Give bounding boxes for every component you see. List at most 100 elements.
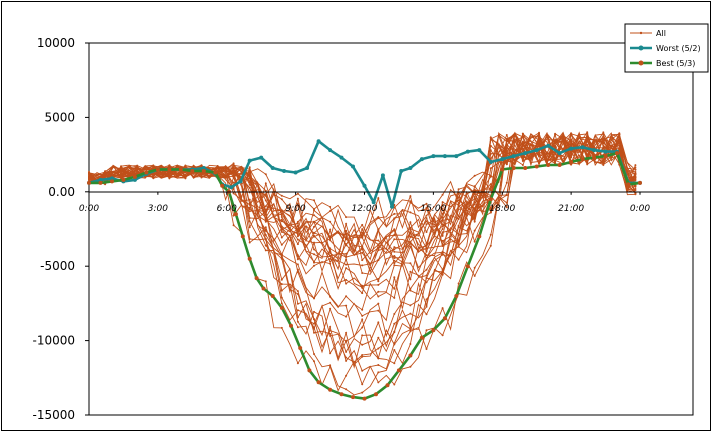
series-point-best bbox=[500, 167, 505, 172]
series-point-worst bbox=[442, 154, 447, 159]
series-point-best bbox=[190, 169, 195, 173]
all-series-point bbox=[361, 246, 364, 249]
all-series-point bbox=[538, 154, 540, 157]
all-series-point bbox=[393, 349, 396, 351]
all-series-point bbox=[441, 273, 444, 276]
all-series-point bbox=[505, 152, 508, 155]
all-series-point bbox=[377, 336, 380, 339]
series-point-best bbox=[213, 170, 218, 175]
all-series-point bbox=[489, 175, 492, 178]
all-series-point bbox=[264, 229, 267, 232]
y-tick-label: -15000 bbox=[32, 408, 75, 422]
series-point-best bbox=[178, 167, 183, 172]
series-point-worst bbox=[201, 166, 206, 170]
all-series-point bbox=[425, 348, 428, 350]
all-series-point bbox=[602, 142, 605, 145]
x-axis-ticks: 0:00 3:00 6:00 9:00 12:00 15:00 18:00 21:00 0:00 bbox=[79, 191, 650, 214]
series-point-worst bbox=[408, 166, 413, 170]
series-point-worst bbox=[132, 177, 137, 182]
all-series-point bbox=[393, 322, 396, 325]
all-series-point bbox=[280, 253, 283, 256]
all-series-point bbox=[361, 259, 364, 262]
all-series-point bbox=[296, 309, 299, 312]
all-series-point bbox=[538, 162, 540, 165]
all-series-point bbox=[345, 282, 348, 285]
all-series-point bbox=[88, 178, 90, 181]
all-series-point bbox=[345, 295, 348, 298]
legend-label-worst: Worst (5/2) bbox=[656, 44, 701, 53]
all-series-point bbox=[329, 228, 332, 231]
all-series-point bbox=[296, 230, 299, 233]
all-series-point bbox=[409, 211, 412, 214]
all-series-point bbox=[329, 364, 332, 367]
all-series-point bbox=[393, 296, 396, 299]
all-series-point bbox=[296, 362, 299, 365]
all-series-point bbox=[586, 132, 589, 135]
all-series-point bbox=[313, 225, 315, 228]
series-point-best bbox=[307, 368, 312, 373]
all-series-point bbox=[634, 187, 637, 190]
all-series-point bbox=[393, 331, 396, 334]
all-series-point bbox=[393, 287, 396, 290]
all-series-point bbox=[425, 274, 428, 277]
all-series-point bbox=[345, 388, 348, 391]
all-series-point bbox=[329, 295, 332, 298]
all-series-point bbox=[441, 225, 444, 228]
all-series-point bbox=[329, 205, 332, 208]
series-point-best bbox=[374, 392, 378, 397]
all-series-point bbox=[489, 144, 492, 147]
all-series-point bbox=[634, 172, 637, 175]
all-series-point bbox=[216, 165, 219, 167]
all-series-point bbox=[264, 238, 267, 241]
all-series-point bbox=[554, 160, 557, 163]
all-series-point bbox=[280, 216, 283, 218]
all-series-point bbox=[441, 334, 444, 337]
all-series-point bbox=[313, 248, 315, 251]
all-series-point bbox=[264, 173, 267, 176]
all-series-point bbox=[441, 193, 444, 196]
all-series-point bbox=[489, 233, 492, 236]
all-series-point bbox=[264, 226, 267, 229]
all-series-point bbox=[329, 325, 332, 328]
all-series-point bbox=[505, 134, 508, 136]
all-series-point bbox=[602, 164, 605, 166]
all-series-point bbox=[345, 267, 348, 270]
all-series-point bbox=[505, 154, 508, 157]
all-series-point bbox=[200, 165, 203, 168]
all-series-point bbox=[361, 354, 364, 356]
all-series-point bbox=[296, 202, 299, 205]
all-series-point bbox=[361, 326, 364, 329]
all-series-point bbox=[457, 215, 460, 218]
all-series-point bbox=[313, 318, 315, 321]
all-series-point bbox=[345, 216, 348, 219]
all-series-point bbox=[538, 160, 540, 163]
all-series-point bbox=[441, 228, 444, 230]
all-series-point bbox=[441, 271, 444, 273]
all-series-point bbox=[361, 383, 364, 386]
all-series-point bbox=[313, 264, 315, 267]
all-series-point bbox=[473, 185, 476, 188]
all-series-point bbox=[232, 171, 235, 174]
all-series-point bbox=[554, 138, 557, 141]
all-series-point bbox=[393, 248, 396, 251]
all-series-point bbox=[280, 296, 283, 299]
all-series-point bbox=[280, 209, 283, 212]
all-series-point bbox=[489, 211, 492, 214]
all-series-point bbox=[329, 301, 332, 304]
all-series-point bbox=[409, 270, 412, 273]
series-point-best bbox=[603, 154, 608, 159]
series-point-best bbox=[279, 305, 284, 310]
all-series-point bbox=[296, 320, 299, 323]
all-series-point bbox=[425, 202, 428, 205]
all-series-point bbox=[425, 298, 428, 301]
all-series-point bbox=[425, 305, 428, 308]
all-series-point bbox=[425, 329, 428, 332]
all-series-point bbox=[313, 232, 315, 235]
all-series-point bbox=[361, 231, 364, 234]
all-series-point bbox=[104, 176, 107, 179]
series-point-worst bbox=[339, 155, 344, 160]
all-series-point bbox=[473, 266, 476, 269]
all-series-point bbox=[554, 158, 557, 161]
y-tick-label: -10000 bbox=[32, 334, 75, 348]
all-series-point bbox=[232, 188, 235, 191]
